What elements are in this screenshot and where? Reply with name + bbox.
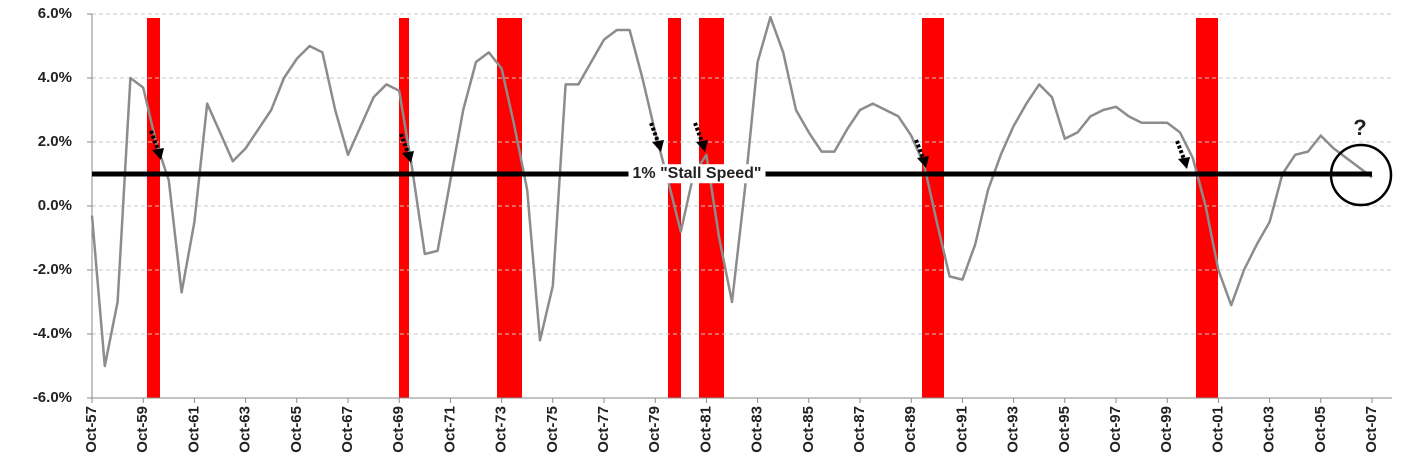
recession-band (497, 18, 522, 398)
x-tick-label: Oct-57 (83, 406, 100, 453)
arrow-head (696, 140, 708, 152)
y-tick-label: 0.0% (38, 197, 72, 214)
recession-bands (147, 18, 1218, 398)
arrow-head (652, 140, 664, 152)
x-tick-label: Oct-87 (851, 406, 868, 453)
arrow (1175, 140, 1186, 160)
x-tick-label: Oct-89 (902, 406, 919, 453)
arrow-head (1178, 157, 1190, 169)
arrow (693, 122, 704, 143)
x-tick-label: Oct-73 (493, 406, 510, 453)
x-tick-label: Oct-79 (646, 406, 663, 453)
recession-band (147, 18, 160, 398)
x-tick-label: Oct-85 (800, 406, 817, 453)
x-tick-label: Oct-63 (237, 406, 254, 453)
y-tick-label: 4.0% (38, 69, 72, 86)
arrow (649, 122, 660, 143)
grid: 6.0% 4.0% 2.0% 0.0% -2.0% -4.0% -6.0% Oct-57 Oct… (33, 5, 1392, 453)
x-tick-label: Oct-83 (749, 406, 766, 453)
x-tick-label: Oct-77 (595, 406, 612, 453)
y-tick-label: 6.0% (38, 5, 72, 22)
recession-band (699, 18, 724, 398)
x-tick-label: Oct-05 (1312, 406, 1329, 453)
y-tick-label: -4.0% (33, 325, 72, 342)
reference-label: 1% "Stall Speed" (633, 165, 762, 182)
arrow-head (917, 156, 929, 168)
x-tick-label: Oct-93 (1005, 406, 1022, 453)
y-tick-label: -6.0% (33, 389, 72, 406)
annotation: ? (1353, 115, 1366, 140)
x-tick-label: Oct-91 (953, 406, 970, 453)
arrow-head (152, 148, 164, 160)
x-tick-label: Oct-75 (544, 406, 561, 453)
x-tick-label: Oct-67 (339, 406, 356, 453)
arrow (149, 130, 160, 151)
x-tick-label: Oct-65 (288, 406, 305, 453)
x-tick-label: Oct-99 (1158, 406, 1175, 453)
arrow (914, 139, 925, 159)
x-tick-label: Oct-01 (1209, 406, 1226, 453)
x-tick-label: Oct-97 (1107, 406, 1124, 453)
highlight-circle (1329, 143, 1393, 207)
x-tick-label: Oct-07 (1363, 406, 1380, 453)
arrow-head (402, 151, 414, 163)
x-tick-label: Oct-03 (1261, 406, 1278, 453)
y-tick-label: 2.0% (38, 133, 72, 150)
x-tick-label: Oct-59 (134, 406, 151, 453)
reference-label-bg (628, 164, 766, 184)
plot: 1% "Stall Speed" (90, 15, 1373, 368)
x-tick-label: Oct-61 (185, 406, 202, 453)
recession-band (399, 18, 409, 398)
data-line (90, 15, 1373, 368)
arrow (399, 133, 410, 154)
x-tick-label: Oct-95 (1056, 406, 1073, 453)
x-tick-label: Oct-81 (697, 406, 714, 453)
x-tick-label: Oct-69 (390, 406, 407, 453)
y-tick-label: -2.0% (33, 261, 72, 278)
arrows (149, 122, 1190, 169)
x-tick-label: Oct-71 (441, 406, 458, 453)
